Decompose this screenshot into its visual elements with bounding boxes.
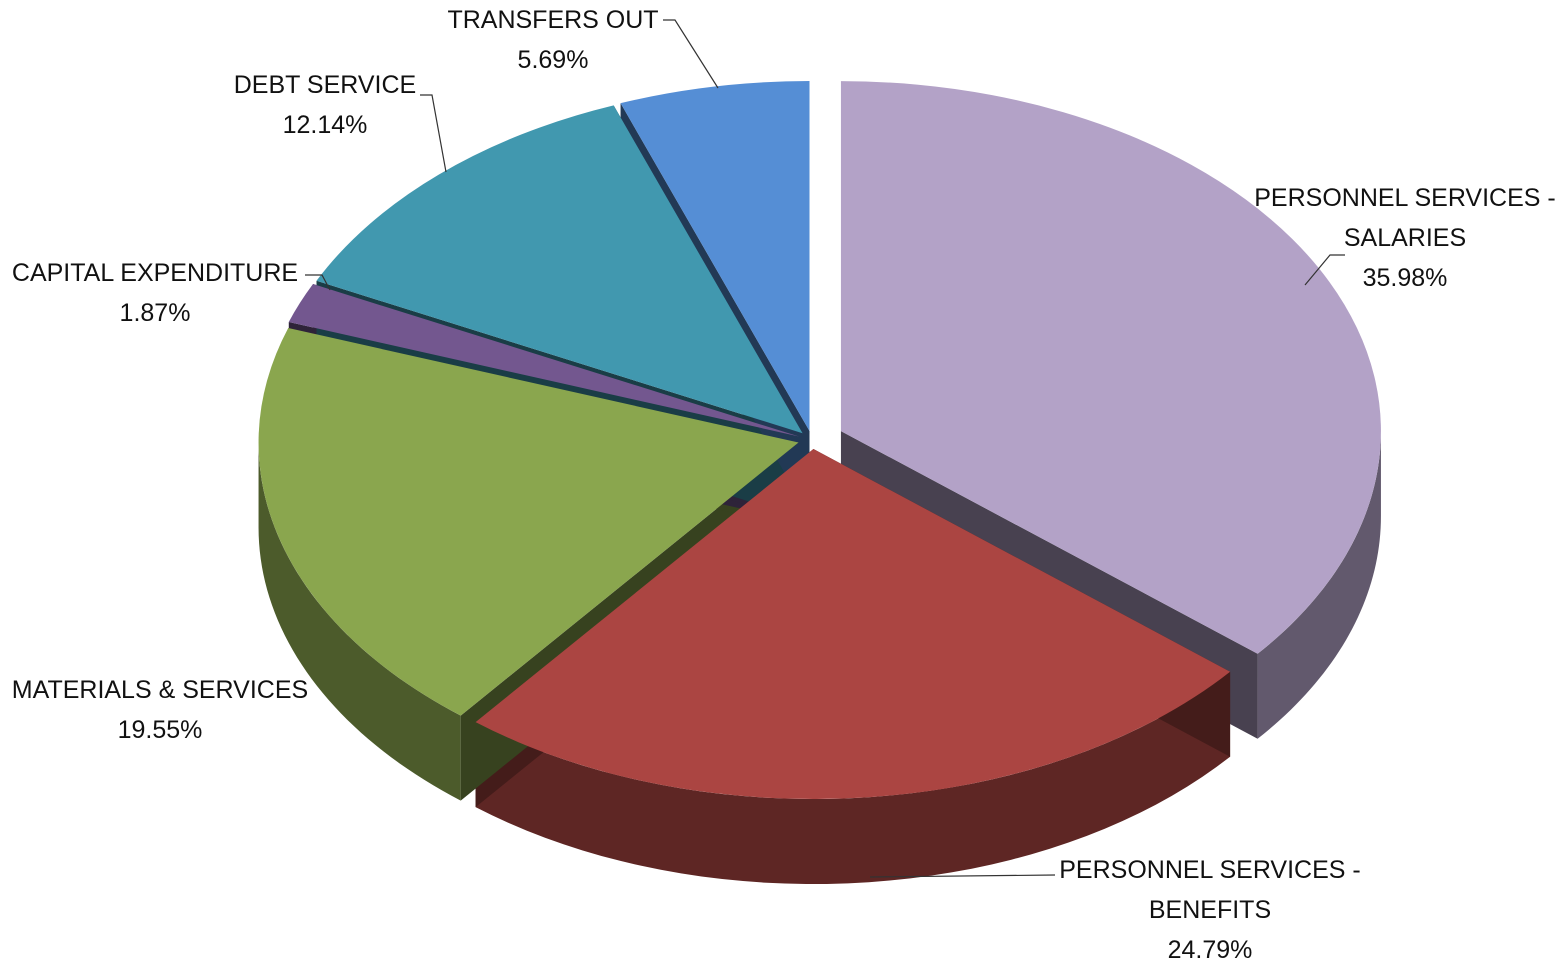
leader-line <box>305 274 331 291</box>
category-label: MATERIALS & SERVICES <box>11 676 309 704</box>
leader-line <box>1304 254 1345 286</box>
value-label: 12.14% <box>282 111 368 139</box>
slice-label: TRANSFERS OUT 5.69% <box>423 0 683 80</box>
slice-label: PERSONNEL SERVICES - BENEFITS 24.79% <box>1045 850 1375 964</box>
category-label: PERSONNEL SERVICES - SALARIES <box>1254 184 1556 252</box>
slice-side <box>1257 431 1381 739</box>
slice <box>288 284 800 437</box>
slice <box>258 328 799 716</box>
value-label: 1.87% <box>119 299 191 327</box>
slice-label: PERSONNEL SERVICES - SALARIES 35.98% <box>1245 178 1563 298</box>
slice-side <box>258 442 461 801</box>
category-label: TRANSFERS OUT <box>447 6 659 34</box>
leader-lines <box>305 19 1345 878</box>
slice <box>840 81 1381 654</box>
slice <box>620 81 810 432</box>
slice-label: DEBT SERVICE 12.14% <box>195 65 455 145</box>
value-label: 5.69% <box>517 46 589 74</box>
leader-line <box>420 94 447 173</box>
category-label: DEBT SERVICE <box>233 71 417 99</box>
slice-tops <box>258 81 1381 800</box>
slice <box>475 449 1231 800</box>
slice-label: CAPITAL EXPENDITURE 1.87% <box>0 253 325 333</box>
value-label: 24.79% <box>1167 936 1253 964</box>
category-label: CAPITAL EXPENDITURE <box>11 259 299 287</box>
leader-line <box>869 874 1056 878</box>
slice-label: MATERIALS & SERVICES 19.55% <box>0 670 330 750</box>
leader-line <box>663 19 719 89</box>
slice-side <box>475 671 1231 885</box>
value-label: 35.98% <box>1362 264 1448 292</box>
value-label: 19.55% <box>117 716 203 744</box>
category-label: PERSONNEL SERVICES - BENEFITS <box>1059 856 1361 924</box>
slice <box>316 105 803 434</box>
